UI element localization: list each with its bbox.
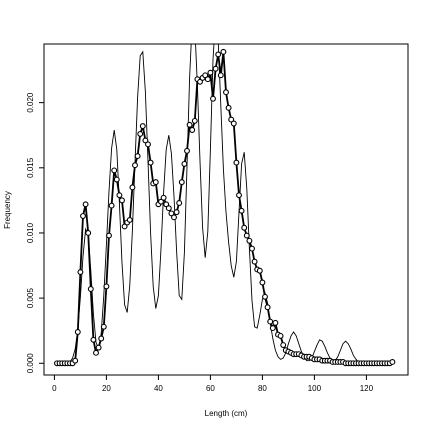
data-point	[168, 210, 175, 217]
data-point	[389, 359, 396, 365]
data-point	[223, 89, 229, 96]
data-point	[139, 123, 146, 130]
data-point	[132, 162, 138, 169]
data-point	[80, 213, 86, 219]
data-point	[100, 323, 107, 330]
x-tick-label: 100	[308, 384, 322, 393]
x-axis: 0 20 40 60 80 100 120	[52, 375, 374, 393]
data-point	[82, 201, 89, 208]
plot-frame	[43, 43, 409, 376]
y-tick-label: 0.015	[26, 157, 35, 178]
data-point	[121, 223, 128, 230]
x-tick-label: 20	[102, 384, 111, 393]
y-tick-label: 0.005	[26, 288, 35, 309]
data-point	[251, 258, 258, 265]
data-point	[173, 209, 180, 216]
data-point	[113, 176, 120, 183]
data-point	[98, 335, 105, 342]
data-point	[171, 214, 177, 221]
data-point	[111, 167, 118, 174]
data-point	[217, 72, 224, 79]
data-point	[197, 78, 203, 85]
data-point	[259, 279, 266, 286]
data-point	[233, 159, 240, 166]
plot-area	[54, 44, 396, 367]
data-point	[95, 344, 102, 351]
x-axis-label: Length (cm)	[205, 409, 248, 418]
data-point	[147, 159, 154, 166]
data-point	[189, 127, 196, 133]
data-point	[210, 95, 216, 102]
data-point	[160, 194, 167, 201]
data-point	[280, 342, 287, 348]
data-point	[241, 224, 248, 231]
data-point	[267, 318, 274, 325]
data-point	[238, 207, 245, 214]
x-tick-label: 120	[360, 384, 374, 393]
data-point	[93, 349, 99, 356]
data-point	[215, 51, 222, 58]
data-point	[106, 232, 112, 239]
data-point	[249, 245, 255, 252]
data-point	[145, 141, 151, 148]
data-point	[134, 153, 141, 160]
data-point	[186, 121, 193, 128]
data-point	[272, 319, 279, 326]
data-point	[129, 184, 136, 191]
data-point	[246, 237, 253, 244]
data-point	[158, 198, 164, 205]
data-point	[269, 325, 276, 332]
data-point	[74, 329, 81, 335]
x-tick-label: 60	[206, 384, 215, 393]
x-tick-label: 40	[154, 384, 163, 393]
data-point	[220, 48, 227, 55]
data-point	[202, 72, 209, 79]
x-tick-label: 0	[52, 384, 57, 393]
data-point	[165, 205, 172, 212]
y-tick-label: 0.010	[26, 222, 35, 243]
data-point	[207, 69, 214, 76]
data-point	[264, 304, 271, 311]
y-tick-label: 0.000	[26, 353, 35, 374]
data-point	[119, 197, 125, 204]
data-point	[230, 120, 237, 127]
data-point	[90, 336, 97, 343]
data-point	[191, 117, 198, 124]
data-point	[85, 230, 92, 236]
data-point	[137, 130, 144, 137]
data-point	[176, 200, 183, 206]
y-axis: 0.000 0.005 0.010 0.015 0.020	[26, 92, 44, 373]
x-tick-label: 80	[258, 384, 267, 393]
data-point	[152, 179, 159, 186]
fitted-density-line	[54, 44, 367, 364]
data-point	[236, 192, 242, 199]
y-axis-label: Frequency	[3, 191, 12, 229]
data-point	[77, 269, 84, 275]
data-point	[204, 76, 211, 83]
data-point	[108, 202, 115, 209]
data-point	[277, 332, 284, 339]
data-point	[262, 293, 268, 300]
data-point	[103, 283, 110, 290]
data-point	[163, 201, 170, 208]
data-point	[212, 65, 219, 72]
data-point	[178, 179, 185, 186]
y-tick-label: 0.020	[26, 92, 35, 113]
data-point	[225, 104, 232, 111]
data-point	[72, 357, 79, 364]
data-point	[243, 232, 250, 239]
data-point	[126, 216, 133, 223]
data-point	[228, 116, 235, 123]
data-point	[256, 267, 263, 274]
data-point	[87, 286, 94, 292]
data-point	[142, 137, 149, 144]
observed-frequency-line	[57, 51, 393, 365]
data-point	[116, 192, 123, 199]
data-point	[184, 147, 190, 154]
data-point	[181, 160, 188, 167]
